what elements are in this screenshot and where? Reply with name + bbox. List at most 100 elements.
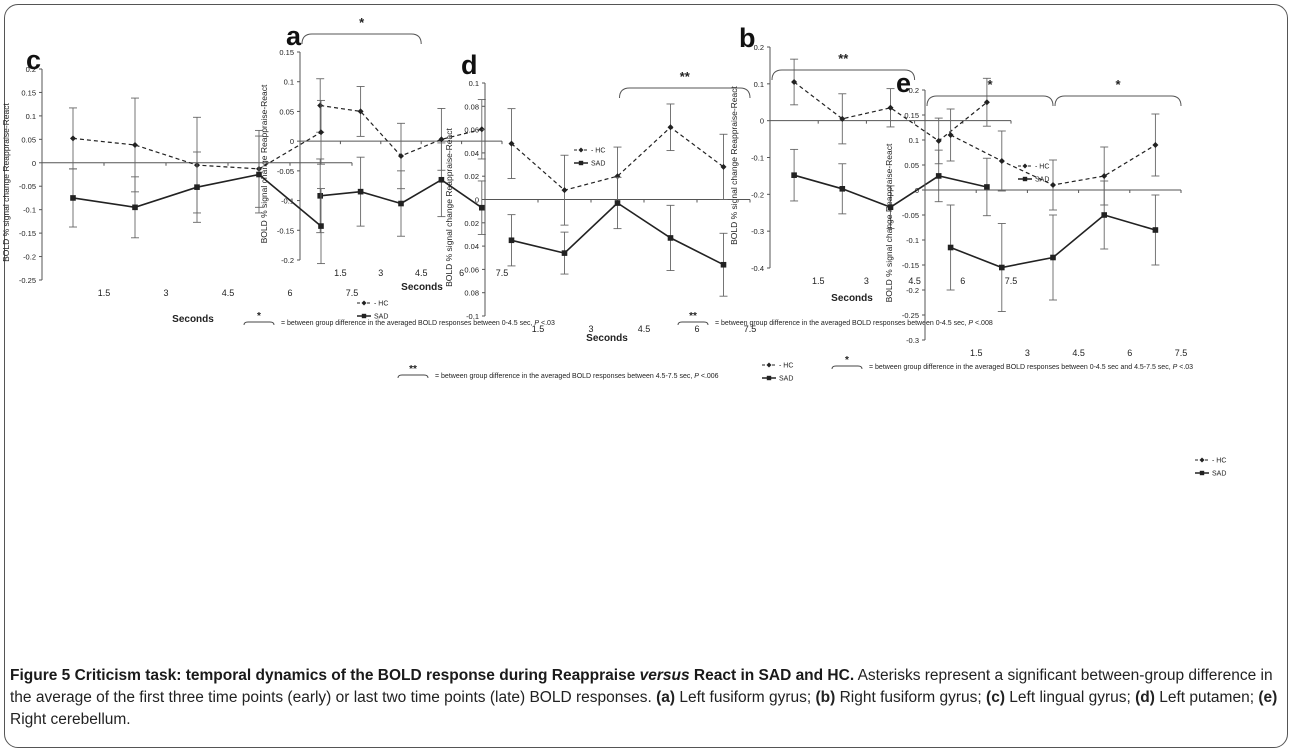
data-point-sad bbox=[70, 195, 76, 201]
data-point-sad bbox=[508, 237, 515, 244]
significance-bracket bbox=[1054, 95, 1182, 107]
significance-label: * bbox=[987, 77, 993, 92]
data-point-sad bbox=[479, 204, 485, 211]
y-tick-label: 0.1 bbox=[909, 136, 919, 145]
significance-bracket bbox=[771, 69, 916, 81]
legend-marker-sad bbox=[578, 160, 584, 166]
significance-bracket bbox=[619, 87, 751, 99]
data-point-hc bbox=[983, 99, 990, 106]
data-point-sad bbox=[1152, 227, 1159, 233]
footnote-text-post: <.03 bbox=[539, 320, 555, 327]
data-point-hc bbox=[791, 78, 798, 85]
data-point-hc bbox=[317, 102, 324, 109]
x-tick-label: 4.5 bbox=[222, 288, 235, 298]
y-axis-label: BOLD % signal change Reappraise-React bbox=[729, 85, 739, 244]
y-tick-label: 0.04 bbox=[464, 149, 479, 158]
data-point-sad bbox=[256, 171, 262, 178]
legend-marker-hc bbox=[578, 147, 584, 153]
y-tick-label: 0 bbox=[760, 117, 764, 126]
data-point-hc bbox=[398, 153, 404, 159]
significance-label: * bbox=[359, 15, 365, 30]
data-point-hc bbox=[935, 137, 942, 144]
y-axis-label: BOLD % signal change Reappraise-React bbox=[1, 102, 11, 261]
data-point-sad bbox=[398, 200, 404, 207]
y-tick-label: -0.1 bbox=[466, 312, 479, 321]
chart-d: d BOLD % signal change Reappraise-React 0.… bbox=[397, 50, 793, 383]
legend-marker-hc bbox=[1199, 457, 1205, 463]
legend-marker-sad bbox=[1199, 470, 1205, 476]
x-tick-label: 7.5 bbox=[744, 324, 757, 334]
legend-label-sad: SAD bbox=[591, 161, 605, 168]
data-point-sad bbox=[999, 264, 1005, 271]
data-point-hc bbox=[357, 108, 364, 115]
legend-label-hc: - HC bbox=[1212, 458, 1226, 465]
footnote-mark: ** bbox=[689, 311, 697, 322]
x-tick-label: 6 bbox=[960, 276, 965, 286]
y-tick-label: -0.1 bbox=[906, 236, 919, 245]
y-tick-label: 0 bbox=[290, 137, 294, 146]
y-tick-label: -0.05 bbox=[19, 182, 36, 191]
data-point-hc bbox=[508, 140, 515, 147]
y-tick-label: -0.3 bbox=[906, 336, 919, 345]
figure-frame bbox=[4, 4, 1288, 748]
x-tick-label: 7.5 bbox=[496, 268, 509, 278]
x-tick-label: 6 bbox=[694, 324, 699, 334]
caption-title: Figure 5 Criticism task: temporal dynami… bbox=[10, 667, 855, 684]
footnote-p: P bbox=[694, 373, 699, 380]
x-tick-label: 6 bbox=[1127, 348, 1132, 358]
data-point-sad bbox=[194, 184, 200, 190]
chart-b: b BOLD % signal change Reappraise-React 0.… bbox=[677, 23, 1049, 327]
y-tick-label: 0.06 bbox=[464, 126, 479, 135]
y-tick-label: 0.1 bbox=[284, 78, 294, 87]
y-tick-label: -0.1 bbox=[751, 154, 764, 163]
y-tick-label: 0.2 bbox=[26, 65, 36, 74]
x-tick-label: 4.5 bbox=[638, 324, 651, 334]
data-point-sad bbox=[1050, 254, 1056, 261]
y-tick-label: 0.05 bbox=[904, 161, 919, 170]
footnote-p: P bbox=[968, 320, 973, 327]
chart-c: c BOLD % signal change Reappraise-React 0.… bbox=[1, 45, 388, 325]
caption-body: Asterisks represent a significant betwee… bbox=[10, 667, 1273, 706]
x-tick-label: 1.5 bbox=[98, 288, 111, 298]
figure-caption: Figure 5 Criticism task: temporal dynami… bbox=[10, 667, 1278, 728]
data-point-hc bbox=[667, 124, 674, 131]
y-axis-label: BOLD % signal change Reappraise-React bbox=[884, 143, 894, 302]
y-tick-label: 0.15 bbox=[21, 88, 36, 97]
y-tick-label: -0.15 bbox=[902, 261, 919, 270]
y-tick-label: -0.2 bbox=[281, 256, 294, 265]
y-tick-label: 0.15 bbox=[279, 48, 294, 57]
footnote-text: = between group difference in the averag… bbox=[869, 364, 1193, 371]
footnote-text: = between group difference in the averag… bbox=[715, 320, 993, 327]
x-tick-label: 7.5 bbox=[346, 288, 359, 298]
panel-label: e bbox=[896, 68, 911, 98]
legend-label-hc: - HC bbox=[374, 301, 388, 308]
footnote-text: = between group difference in the averag… bbox=[281, 320, 555, 327]
data-point-sad bbox=[984, 184, 990, 190]
footnote-mark: * bbox=[257, 311, 261, 322]
data-point-hc bbox=[70, 135, 76, 142]
data-point-hc bbox=[947, 132, 954, 138]
data-point-hc bbox=[1101, 173, 1108, 179]
legend-label-sad: SAD bbox=[1212, 471, 1226, 478]
y-tick-label: 0.2 bbox=[754, 43, 764, 52]
legend-label-sad: SAD bbox=[374, 314, 388, 321]
x-tick-label: 1.5 bbox=[970, 348, 983, 358]
footnote-text-pre: = between group difference in the averag… bbox=[715, 320, 968, 327]
x-tick-label: 7.5 bbox=[1175, 348, 1188, 358]
panel-label: d bbox=[461, 50, 478, 80]
y-tick-label: -0.2 bbox=[751, 190, 764, 199]
data-point-hc bbox=[1050, 182, 1056, 188]
y-axis-label: BOLD % signal change Reappraise-React bbox=[259, 84, 269, 243]
series-line-hc bbox=[793, 81, 988, 142]
data-point-sad bbox=[318, 223, 324, 229]
footnote-mark: ** bbox=[409, 364, 417, 375]
panel-label: b bbox=[739, 23, 756, 53]
y-tick-label: -0.2 bbox=[906, 286, 919, 295]
footnote-mark: * bbox=[845, 355, 849, 366]
series-line-hc bbox=[511, 126, 724, 191]
x-tick-label: 3 bbox=[163, 288, 168, 298]
y-tick-label: 0.08 bbox=[464, 102, 479, 111]
data-point-hc bbox=[1152, 142, 1159, 148]
footnote-bracket bbox=[243, 321, 275, 326]
data-point-sad bbox=[438, 176, 445, 183]
